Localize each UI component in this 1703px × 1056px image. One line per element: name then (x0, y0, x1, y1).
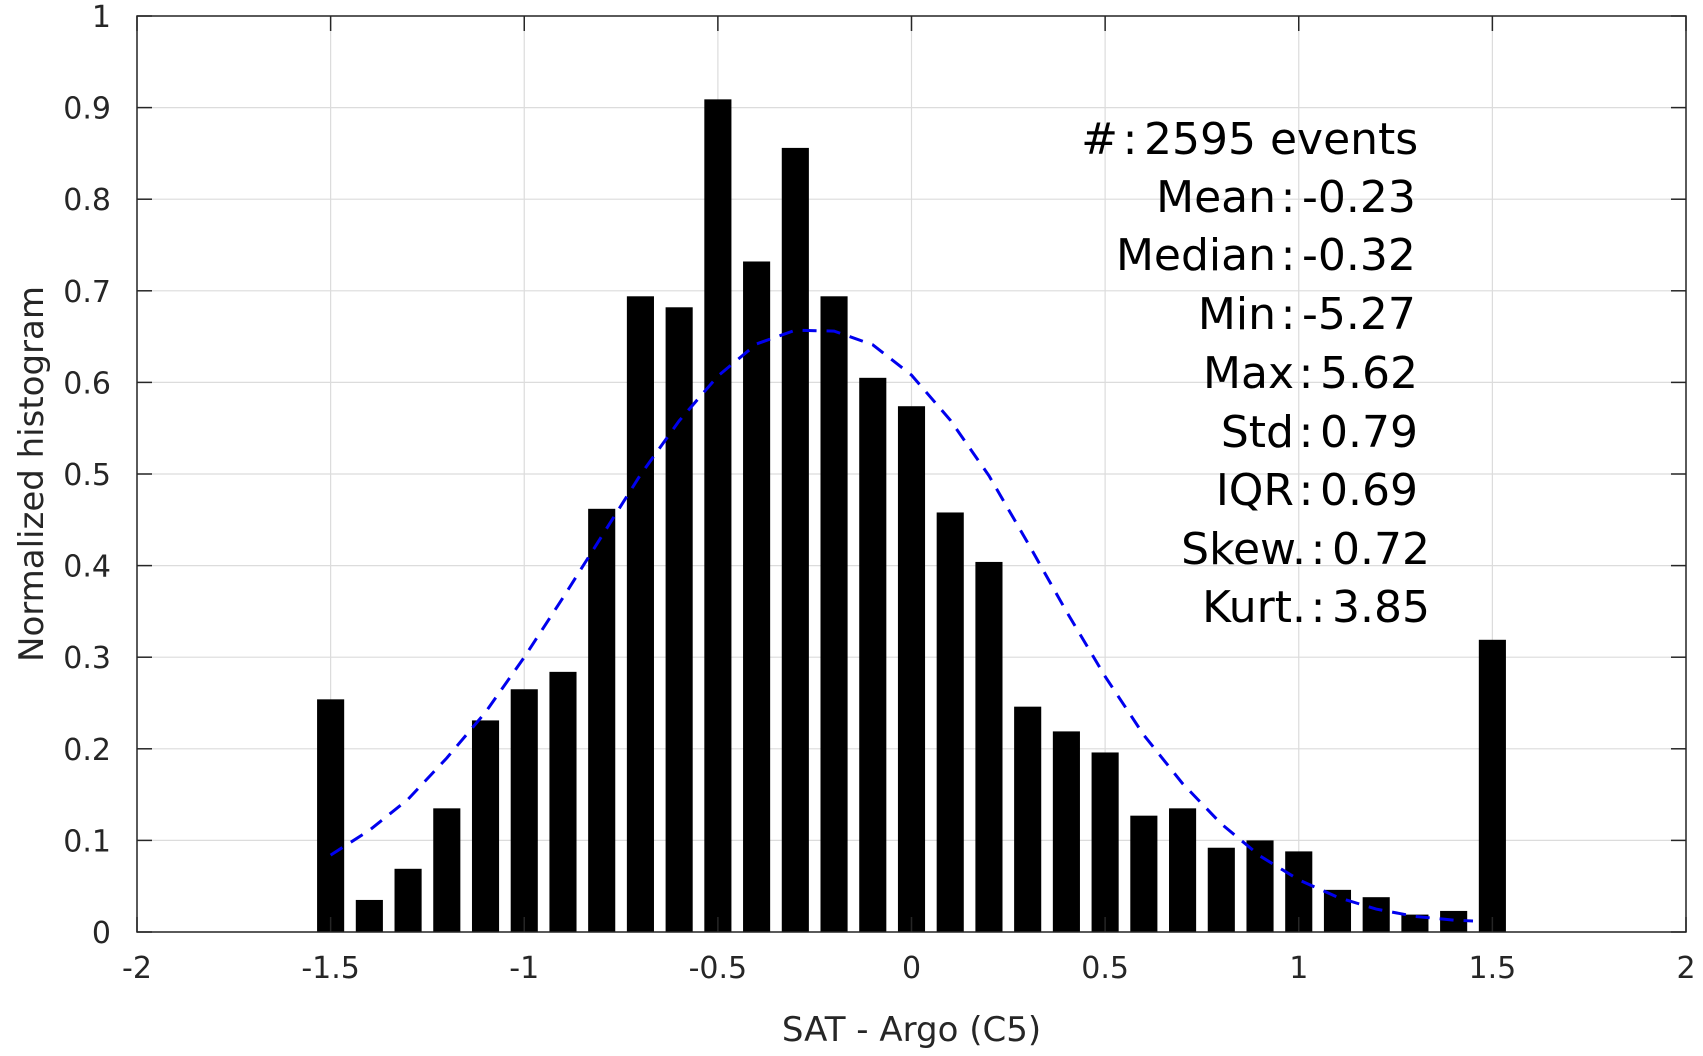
histogram-bar (897, 406, 926, 932)
x-tick-labels: -2 -1.5 -1 -0.5 0 0.5 1 1.5 2 (122, 951, 1696, 986)
histogram-bar (936, 512, 964, 932)
y-tick-label: 0 (92, 916, 111, 951)
stat-line: Skew.:0.72 (1181, 524, 1430, 575)
y-tick-label: 0.4 (63, 550, 111, 585)
histogram-bar (1440, 910, 1468, 932)
stat-value: 5.62 (1320, 348, 1418, 399)
histogram-bar (859, 377, 887, 932)
stat-value: 3.85 (1332, 582, 1430, 633)
histogram-bars (317, 99, 1506, 933)
histogram-bar (1323, 889, 1352, 932)
x-axis-label: SAT - Argo (C5) (782, 1010, 1041, 1050)
y-tick-labels: 0 0.1 0.2 0.3 0.4 0.5 0.6 0.7 0.8 0.9 1 (63, 0, 111, 951)
y-axis-label: Normalized histogram (12, 286, 52, 662)
stat-colon: : (1281, 289, 1296, 340)
histogram-bar (355, 899, 383, 932)
histogram-bar (588, 508, 616, 932)
histogram-bar (1246, 840, 1274, 932)
x-tick-label: 0 (902, 951, 921, 986)
stat-label: # (1081, 114, 1118, 165)
stat-value: -0.23 (1302, 172, 1416, 223)
histogram-bar (626, 296, 654, 932)
stat-label: Max (1203, 348, 1294, 399)
histogram-bar (1401, 914, 1429, 932)
histogram-bar (704, 99, 732, 932)
histogram-bar (471, 720, 500, 932)
stat-line: Median: -0.32 (1116, 230, 1416, 281)
histogram-bar (781, 147, 809, 933)
y-tick-label: 0.6 (63, 366, 111, 401)
stat-value: 2595 events (1144, 114, 1418, 165)
stat-value: -5.27 (1302, 289, 1416, 340)
stat-colon: : (1281, 172, 1296, 223)
stat-label: Mean (1156, 172, 1276, 223)
x-tick-label: -2 (122, 951, 152, 986)
stat-label: Kurt. (1202, 582, 1306, 633)
histogram-bar (1014, 706, 1042, 932)
stat-label: Min (1198, 289, 1276, 340)
stat-line: Std:0.79 (1221, 407, 1418, 458)
stat-colon: : (1299, 465, 1314, 516)
histogram-bar (743, 261, 771, 932)
stat-label: Median (1116, 230, 1276, 281)
stat-colon: : (1299, 348, 1314, 399)
histogram-bar (1091, 752, 1119, 932)
stat-value: 0.79 (1320, 407, 1418, 458)
x-tick-label: 2 (1676, 951, 1695, 986)
y-tick-label: 0.3 (63, 641, 111, 676)
histogram-bar (1478, 639, 1506, 932)
x-tick-label: -0.5 (689, 951, 748, 986)
axis-ticks (136, 15, 1687, 933)
stat-value: -0.32 (1302, 230, 1416, 281)
histogram-bar (1362, 897, 1390, 932)
y-tick-label: 1 (92, 0, 111, 35)
stat-colon: : (1123, 114, 1138, 165)
stat-label: Skew. (1181, 524, 1306, 575)
histogram-bar (1130, 815, 1158, 932)
histogram-bar (549, 671, 577, 932)
y-tick-label: 0.7 (63, 275, 111, 310)
stat-line: IQR:0.69 (1216, 465, 1418, 516)
histogram-bar (394, 868, 422, 932)
stat-line: Kurt.:3.85 (1202, 582, 1430, 633)
x-tick-label: 1.5 (1469, 951, 1517, 986)
stat-line: Min: -5.27 (1198, 289, 1416, 340)
histogram-bar (1169, 808, 1197, 932)
y-tick-label: 0.5 (63, 458, 111, 493)
stat-label: IQR (1216, 465, 1294, 516)
stat-value: 0.72 (1332, 524, 1430, 575)
histogram-bar (1052, 731, 1080, 932)
stat-label: Std (1221, 407, 1294, 458)
stat-line: #:2595 events (1081, 114, 1418, 165)
stat-line: Mean: -0.23 (1156, 172, 1416, 223)
x-tick-label: -1.5 (301, 951, 360, 986)
histogram-bar (1207, 847, 1235, 932)
x-tick-label: 1 (1289, 951, 1308, 986)
fit-curve (329, 328, 1474, 923)
histogram-bar (510, 689, 538, 932)
y-tick-label: 0.8 (63, 183, 111, 218)
y-tick-label: 0.1 (63, 824, 111, 859)
y-tick-label: 0.2 (63, 733, 111, 768)
y-tick-label: 0.9 (63, 92, 111, 127)
histogram-bar (975, 561, 1003, 932)
stat-colon: : (1281, 230, 1296, 281)
x-tick-label: -1 (509, 951, 539, 986)
histogram-bar (665, 307, 693, 933)
stat-colon: : (1311, 582, 1326, 633)
x-tick-label: 0.5 (1081, 951, 1129, 986)
stat-colon: : (1311, 524, 1326, 575)
histogram-bar (433, 808, 461, 932)
histogram-bar (317, 699, 345, 932)
stat-value: 0.69 (1320, 465, 1418, 516)
histogram-bar (820, 296, 848, 932)
stat-line: Max:5.62 (1203, 348, 1418, 399)
stat-colon: : (1299, 407, 1314, 458)
